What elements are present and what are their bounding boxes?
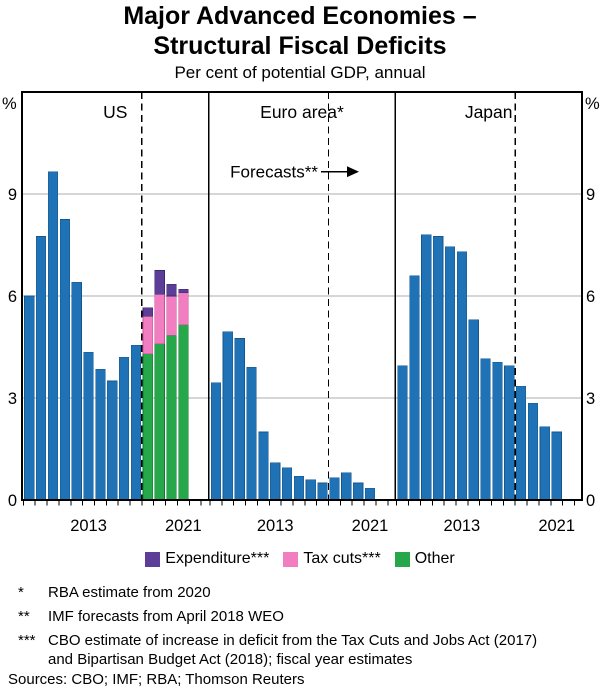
forecasts-arrow-head-icon <box>347 166 359 178</box>
bar-euroarea-2015-deficit <box>293 475 305 501</box>
other-swatch-icon <box>394 551 410 567</box>
x-tick-label: 2013 <box>444 517 481 535</box>
y-tick-label-right: 0 <box>586 492 595 510</box>
bar-japan-2012-deficit <box>444 246 456 501</box>
chart-legend: Expenditure*** Tax cuts*** Other <box>0 550 600 568</box>
y-tick-label-left: 3 <box>8 390 17 408</box>
chart-title-line2: Structural Fiscal Deficits <box>153 32 447 60</box>
bar-us-2010-deficit <box>47 171 59 501</box>
bar-euroarea-2011-deficit <box>246 367 257 501</box>
footnote-text: CBO estimate of increase in deficit from… <box>48 632 538 668</box>
footnote-row: * RBA estimate from 2020 <box>18 583 584 602</box>
chart-canvas: US 2013 2021 Euro area* 2013 2021 Japan 2013 202… <box>2 91 600 535</box>
bar-us-2011-deficit <box>59 219 70 501</box>
bar-us-2017-deficit <box>130 344 142 501</box>
bar-euroarea-2019-deficit <box>341 472 352 501</box>
bar-euroarea-2009-deficit <box>222 331 233 501</box>
bar-euroarea-2021-deficit <box>364 487 376 501</box>
bar-us-2014-deficit <box>95 368 106 501</box>
bar-us-2021-expenditure <box>178 288 189 293</box>
sources-line: Sources: CBO; IMF; RBA; Thomson Reuters <box>8 671 305 688</box>
y-tick-label-right: 9 <box>586 186 595 204</box>
y-tick-label-right: 3 <box>586 390 595 408</box>
legend-item-expenditure: Expenditure*** <box>145 550 269 568</box>
bar-euroarea-2012-deficit <box>258 431 269 501</box>
chart-title: Major Advanced Economies – Structural Fi… <box>0 1 600 61</box>
bar-us-2019-expenditure <box>154 270 165 295</box>
bar-euroarea-2010-deficit <box>234 338 245 501</box>
bar-us-2019-other <box>154 343 165 501</box>
bar-euroarea-2016-deficit <box>305 479 316 501</box>
bar-us-2016-deficit <box>119 356 130 501</box>
footnote-marker: *** <box>18 632 36 649</box>
legend-label-other: Other <box>414 550 455 567</box>
y-tick-label-left: 0 <box>8 492 17 510</box>
bar-japan-2008-deficit <box>397 365 408 501</box>
bar-euroarea-2013-deficit <box>270 462 281 501</box>
bar-japan-2016-deficit <box>492 361 503 501</box>
legend-item-other: Other <box>394 550 455 568</box>
bar-us-2018-tax_cuts <box>142 316 153 355</box>
bar-us-2009-deficit <box>36 236 47 501</box>
chart-subtitle: Per cent of potential GDP, annual <box>174 63 426 82</box>
y-axis-unit-right: % <box>585 95 600 113</box>
legend-label-tax-cuts: Tax cuts*** <box>303 550 381 567</box>
bar-us-2020-expenditure <box>166 283 177 297</box>
footnote-row: ** IMF forecasts from April 2018 WEO <box>18 607 584 626</box>
bar-japan-2017-deficit <box>504 365 515 501</box>
bar-us-2020-other <box>166 334 177 501</box>
bar-us-2019-tax_cuts <box>154 294 165 344</box>
bar-japan-2015-deficit <box>480 358 491 501</box>
bar-japan-2021-deficit <box>551 431 562 501</box>
footnote-text: IMF forecasts from April 2018 WEO <box>48 608 284 625</box>
panel-label: US <box>103 102 127 122</box>
bar-us-2012-deficit <box>71 282 82 501</box>
bar-japan-2014-deficit <box>468 319 479 501</box>
chart-title-line1: Major Advanced Economies – <box>123 2 477 30</box>
expenditure-swatch-icon <box>145 551 161 567</box>
footnote-marker: ** <box>18 608 30 625</box>
bar-us-2015-deficit <box>107 380 118 501</box>
plot-frame <box>21 91 583 501</box>
bar-japan-2019-deficit <box>527 402 539 501</box>
legend-item-tax-cuts: Tax cuts*** <box>283 550 381 568</box>
footnote-text: RBA estimate from 2020 <box>48 584 211 601</box>
bar-us-2021-other <box>178 324 189 501</box>
tax-cuts-swatch-icon <box>283 551 299 567</box>
bar-us-2018-expenditure <box>142 307 153 317</box>
bar-us-2013-deficit <box>83 351 94 501</box>
x-tick-label: 2021 <box>352 517 389 535</box>
x-tick-label: 2021 <box>538 517 575 535</box>
panel-label: Euro area* <box>260 102 344 122</box>
bar-japan-2018-deficit <box>516 385 527 501</box>
y-tick-label-left: 6 <box>8 288 17 306</box>
x-tick-label: 2013 <box>70 517 107 535</box>
forecasts-annotation-label: Forecasts** <box>230 163 318 182</box>
bar-euroarea-2008-deficit <box>210 382 222 501</box>
footnotes: * RBA estimate from 2020 ** IMF forecast… <box>18 583 584 674</box>
y-tick-label-left: 9 <box>8 186 17 204</box>
bar-japan-2013-deficit <box>456 251 467 501</box>
y-axis-unit-left: % <box>2 95 17 113</box>
y-tick-label-right: 6 <box>586 288 595 306</box>
bar-us-2020-tax_cuts <box>166 295 177 336</box>
bar-euroarea-2017-deficit <box>317 482 328 501</box>
bar-us-2008-deficit <box>24 295 35 501</box>
bar-us-2018-other <box>142 353 153 501</box>
legend-label-expenditure: Expenditure*** <box>165 550 270 567</box>
bar-euroarea-2018-deficit <box>329 477 340 501</box>
bar-euroarea-2014-deficit <box>281 467 293 501</box>
panel-label: Japan <box>465 102 513 122</box>
bar-japan-2011-deficit <box>433 236 444 501</box>
x-tick-label: 2013 <box>257 517 294 535</box>
bar-japan-2009-deficit <box>409 275 420 501</box>
bar-japan-2010-deficit <box>421 234 432 501</box>
x-tick-label: 2021 <box>165 517 202 535</box>
bar-us-2021-tax_cuts <box>178 292 189 326</box>
footnote-marker: * <box>18 584 24 601</box>
bar-japan-2020-deficit <box>539 426 550 501</box>
bar-euroarea-2020-deficit <box>353 482 364 501</box>
footnote-row: *** CBO estimate of increase in deficit … <box>18 631 584 669</box>
